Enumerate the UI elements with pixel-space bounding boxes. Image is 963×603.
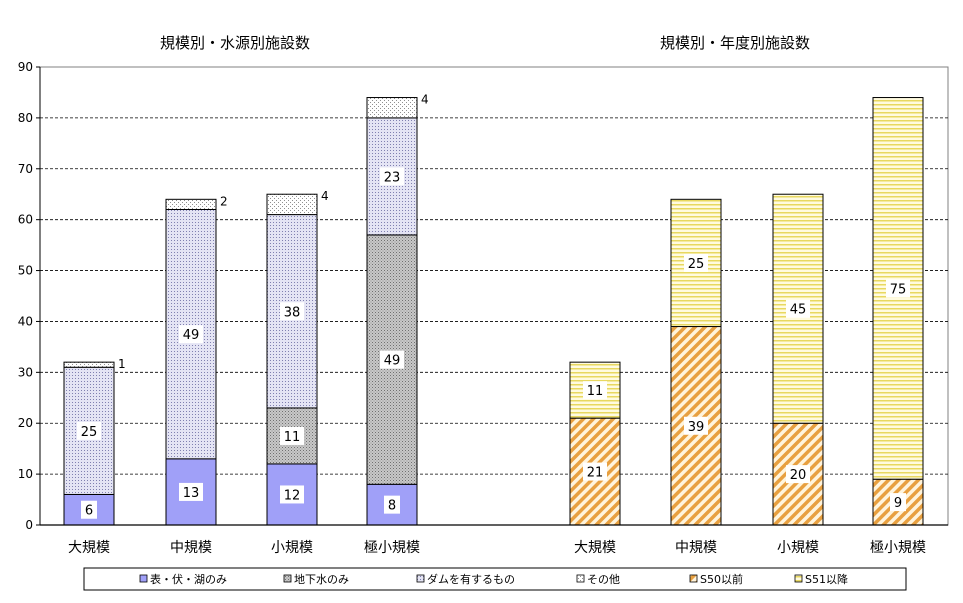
data-label: 23 [384, 170, 401, 185]
data-label: 45 [790, 303, 807, 318]
legend-swatch [283, 574, 292, 583]
data-label-box [786, 465, 810, 484]
y-tick-label: 40 [18, 314, 33, 328]
bars-layer [63, 97, 924, 526]
bar-segment [266, 463, 318, 526]
data-label-box [684, 253, 708, 272]
panel-title: 規模別・水源別施設数 [160, 34, 310, 52]
data-label: 6 [85, 504, 93, 519]
data-label-box [583, 462, 607, 481]
data-label-box [280, 426, 304, 445]
data-label-box [179, 325, 203, 344]
x-tick-label: 大規模 [68, 540, 110, 556]
data-label-box [380, 167, 404, 186]
data-label: 39 [688, 420, 705, 435]
x-tick-label: 極小規模 [870, 540, 926, 556]
x-tick-label: 中規模 [675, 540, 717, 556]
bar-segment [266, 193, 318, 216]
data-label: 49 [183, 328, 200, 343]
data-label: 4 [421, 93, 429, 107]
legend-label: S51以降 [805, 572, 848, 586]
y-tick-label: 20 [18, 416, 33, 430]
y-tick-label: 90 [18, 60, 33, 74]
data-label: 49 [384, 354, 401, 369]
data-label: 2 [220, 194, 228, 208]
x-tick-label: 小規模 [777, 540, 819, 556]
y-tick-label: 60 [18, 213, 33, 227]
data-label-box [786, 299, 810, 318]
bar-segment [772, 193, 824, 424]
x-tick-label: 中規模 [170, 540, 212, 556]
data-label-box [280, 485, 304, 504]
data-label: 20 [790, 468, 807, 483]
data-label: 38 [284, 305, 301, 320]
legend-swatch [576, 574, 585, 583]
data-label: 25 [81, 425, 98, 440]
data-label-box [77, 421, 101, 440]
labels-layer: 6 25 1 13 49 2 12 11 38 4 8 49 23 4 21 11 39 25 20 45 9 75 [77, 93, 910, 519]
data-label-box [384, 495, 400, 514]
data-label: 1 [118, 357, 126, 371]
y-tick-label: 50 [18, 264, 33, 278]
bar-segment [366, 97, 418, 119]
data-label: 75 [890, 282, 907, 297]
legend-label: ダムを有するもの [427, 572, 515, 586]
legend-label: その他 [587, 573, 620, 586]
x-tick-label: 大規模 [574, 540, 616, 556]
legend-swatch [794, 574, 803, 583]
y-tick-label: 30 [18, 365, 33, 379]
data-label: 11 [587, 384, 604, 399]
data-label-box [684, 416, 708, 435]
legend-swatch [689, 574, 698, 583]
data-label-box [380, 350, 404, 369]
data-label-box [583, 381, 607, 400]
legend-box [83, 567, 907, 591]
data-label: 8 [388, 499, 396, 514]
legend-label: 表・伏・湖のみ [150, 572, 227, 586]
y-tick-label: 10 [18, 467, 33, 481]
data-label-box [280, 302, 304, 321]
x-tick-label: 小規模 [271, 540, 313, 556]
data-label: 9 [894, 496, 902, 511]
legend-swatch [139, 574, 148, 583]
panel-title: 規模別・年度別施設数 [660, 34, 810, 52]
data-label: 13 [183, 486, 200, 501]
y-tick-label: 0 [25, 518, 33, 532]
y-tick-label: 80 [18, 111, 33, 125]
legend-swatch [416, 574, 425, 583]
data-label-box [179, 482, 203, 501]
x-tick-label: 極小規模 [364, 540, 420, 556]
data-label-box [886, 279, 910, 298]
bar-segment [165, 198, 217, 210]
data-label-box [81, 500, 97, 519]
legend: 表・伏・湖のみ 地下水のみ ダムを有するもの その他 S50以前 S51以降 [83, 567, 907, 591]
data-label-box [890, 493, 906, 512]
data-label: 11 [284, 430, 301, 445]
data-label: 21 [587, 466, 604, 481]
data-label: 25 [688, 257, 705, 272]
legend-label: S50以前 [700, 572, 743, 586]
legend-label: 地下水のみ [294, 573, 349, 586]
data-label: 12 [284, 488, 301, 503]
bar-segment [63, 361, 115, 368]
y-tick-label: 70 [18, 162, 33, 176]
data-label: 4 [321, 189, 329, 203]
